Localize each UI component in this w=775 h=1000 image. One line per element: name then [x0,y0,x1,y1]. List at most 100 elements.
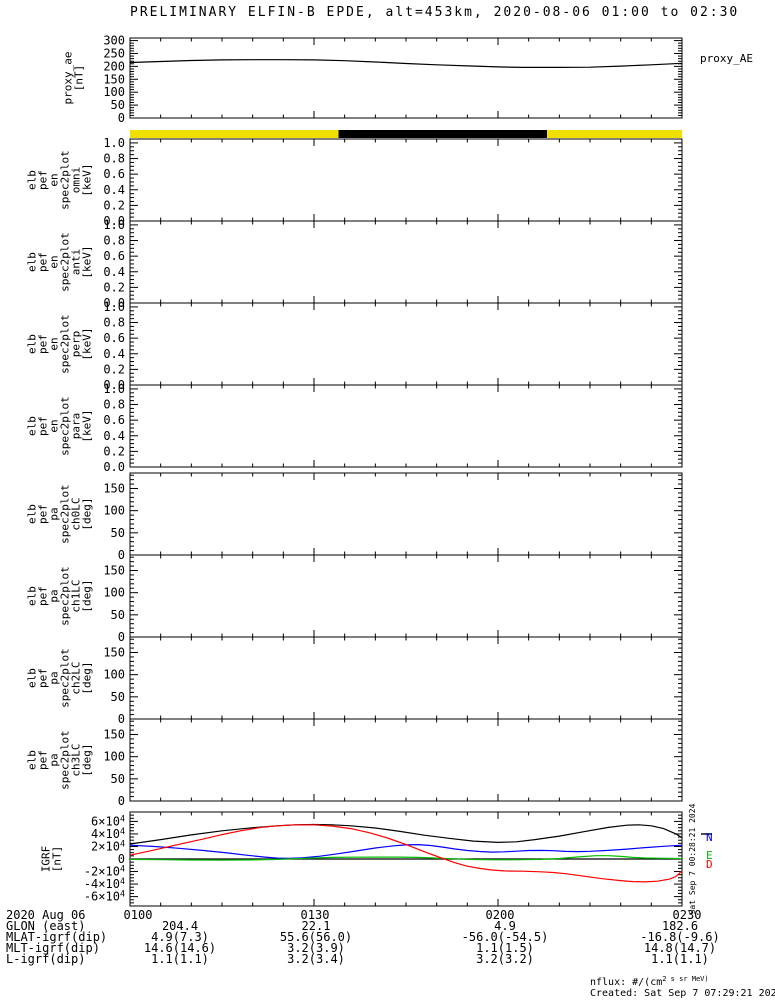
anti-ytick-label: 0.0 [103,296,125,310]
time-label-0130: 0130 [301,908,330,922]
anti-ytick-label: 0.4 [103,265,125,279]
perp-ytick-label: 0.4 [103,347,125,361]
var-value: -56.0(-54.5) [462,930,549,944]
omni-ytick-label: 0.4 [103,183,125,197]
proxy-right-label: proxy_AE [700,52,753,65]
ch0-y-ticks: 0 50 100 150 [103,474,682,562]
perp-ylabel-line: [keV] [81,327,94,360]
proxy-ylabel-line: proxy_ae [62,52,75,105]
ch0-ylabel-line: spec2plot [59,484,72,544]
var-value: 182.6 [662,919,698,933]
omni-panel: 0.0 0.20.4 0.60.8 1.0 elbpefenspec2plotomni[… [26,136,683,228]
anti-ytick-label: 0.2 [103,280,125,294]
para-ytick-label: 0.8 [103,398,125,412]
var-value: 55.6(56.0) [280,930,352,944]
created-note: Created: Sat Sep 7 07:29:21 2024 [590,988,775,999]
perp-ytick-label: 0.8 [103,316,125,330]
ch1-y-ticks: 0 50 100 150 [103,556,682,644]
omni-ytick-label: 1.0 [103,136,125,150]
anti-ytick-label: 0.6 [103,249,125,263]
para-ytick-label: 0.0 [103,460,125,474]
ch0-ylabel-line: [deg] [81,497,94,530]
var-value: -16.8(-9.6) [640,930,719,944]
proxy-frame [129,37,683,119]
var-row-label: 2020 Aug 06 [6,908,85,922]
var-value: 3.2(3.4) [287,952,345,966]
para-panel: 0.0 0.20.4 0.60.8 1.0 elbpefenspec2plotpara[… [26,382,683,474]
var-value: 22.1 [302,919,331,933]
omni-ytick-label: 0.2 [103,198,125,212]
ch2-ylabel-line: pa [48,671,61,684]
perp-frame [129,302,683,386]
anti-ytick-label: 1.0 [103,218,125,232]
proxy-ytick-label: 250 [103,46,125,60]
ch0-frame [129,472,683,556]
ch3-ylabel-line: ch3LC [70,743,83,776]
igrf-ytick-label: -2×104 [84,864,125,879]
proxy-ytick-label: 0 [118,111,125,125]
perp-ytick-label: 0.2 [103,362,125,376]
anti-ylabel-line: pef [37,252,50,272]
orbit-bar-segment-0 [130,130,339,138]
ch0-ylabel-line: pa [48,507,61,520]
ch3-x-ticks [129,719,683,801]
ch1-ylabel-line: pa [48,589,61,602]
ch3-ytick-label: 150 [103,728,125,742]
igrf-series [130,823,682,883]
proxy-ylabel-line: [nT] [73,65,86,92]
perp-ytick-label: 0.6 [103,331,125,345]
para-frame [129,384,683,468]
para-x-ticks [129,385,683,467]
ch0-ytick-label: 100 [103,504,125,518]
omni-ytick-label: 0.0 [103,214,125,228]
igrf-ytick-label: -6×104 [84,889,125,904]
omni-ytick-label: 0.6 [103,167,125,181]
para-ytick-label: 1.0 [103,382,125,396]
igrf-series-E [130,855,682,861]
para-ytick-label: 0.4 [103,429,125,443]
ch3-ytick-label: 0 [118,794,125,808]
ch3-ylabel-line: pa [48,753,61,766]
perp-ylabel-line: spec2plot [59,314,72,374]
var-row-label: L-igrf(dip) [6,952,85,966]
time-label-0230: 0230 [673,908,702,922]
perp-ytick-label: 1.0 [103,300,125,314]
omni-ylabel-line: omni [70,167,83,194]
ch2-ylabel-line: elb [26,668,39,688]
ch0-ytick-label: 150 [103,482,125,496]
var-row-label: MLAT-igrf(dip) [6,930,107,944]
igrf-ytick-label: -4×104 [84,876,125,891]
ch1-ylabel-line: pef [37,586,50,606]
proxy-ytick-label: 300 [103,34,125,48]
ch2-ylabel-line: [deg] [81,661,94,694]
ch0-ytick-label: 0 [118,548,125,562]
perp-ytick-label: 0.0 [103,378,125,392]
perp-y-ticks: 0.0 0.20.4 0.60.8 1.0 [103,300,682,392]
var-value: 3.2(3.2) [476,952,534,966]
igrf-ytick-label: 0 [118,852,125,866]
para-y-ticks: 0.0 0.20.4 0.60.8 1.0 [103,382,682,474]
var-value: 1.1(1.1) [651,952,709,966]
para-ylabel-line: pef [37,416,50,436]
omni-frame [129,138,683,222]
var-value: 14.6(14.6) [144,941,216,955]
proxy-ylabel: proxy_ae[nT] [62,52,86,105]
perp-ylabel-line: elb [26,334,39,354]
var-value: 4.9 [494,919,516,933]
anti-frame [129,220,683,304]
anti-ylabel-line: elb [26,252,39,272]
nflux-note: nflux: #/(cm2 s sr MeV) [590,975,709,988]
igrf-series-N [130,843,682,860]
ch1-ytick-label: 100 [103,586,125,600]
legend-entry-E: E [706,849,713,862]
para-ylabel-line: para [70,413,83,440]
ch0-ylabel-line: pef [37,504,50,524]
ch2-y-ticks: 0 50 100 150 [103,638,682,726]
